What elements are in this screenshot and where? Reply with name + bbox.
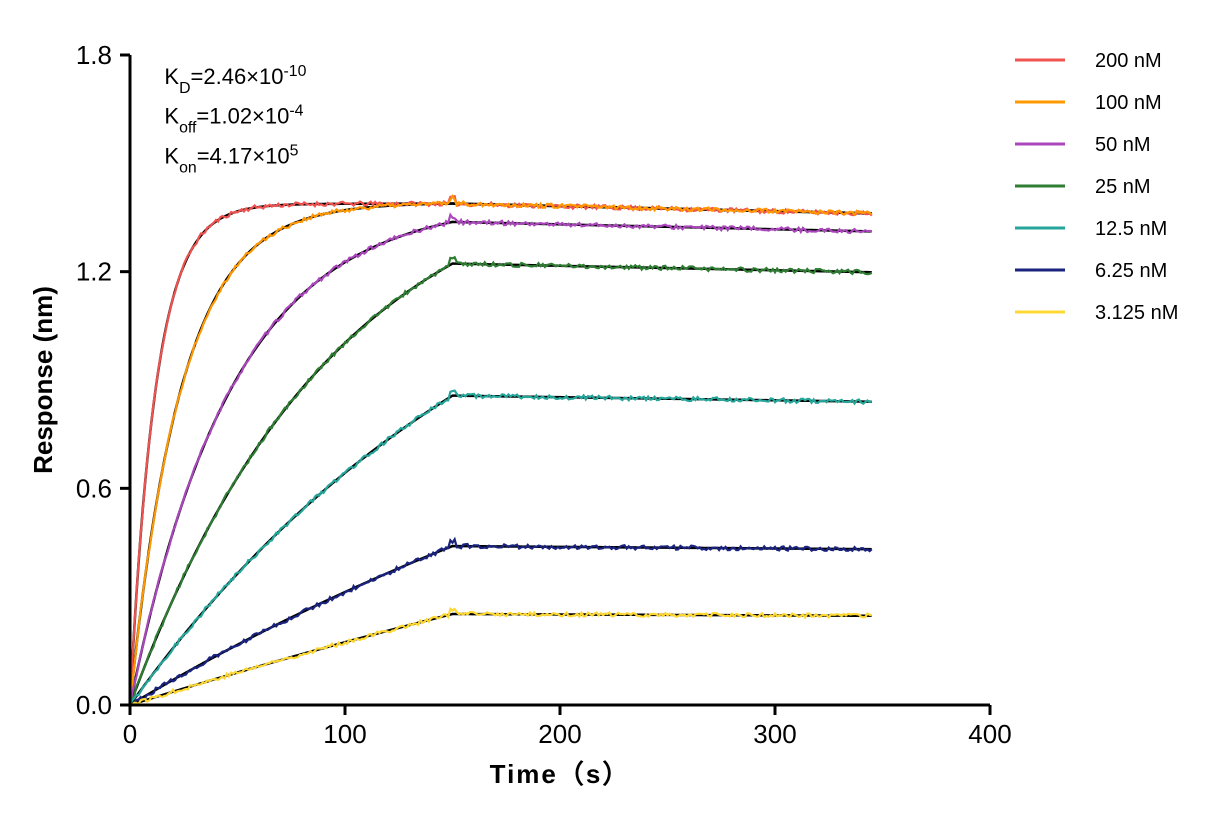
x-tick-label: 400 [968, 719, 1011, 749]
y-tick-label: 0.0 [76, 690, 112, 720]
fit-curve [130, 203, 872, 705]
y-axis-title: Response (nm) [28, 286, 58, 474]
fit-curve [130, 222, 872, 705]
data-curves-group [130, 196, 872, 705]
legend-label: 12.5 nM [1095, 218, 1167, 240]
legend-label: 50 nM [1095, 134, 1151, 156]
legend-label: 25 nM [1095, 176, 1151, 198]
kinetics-annotation: Koff=1.02×10-4 [164, 102, 303, 136]
x-tick-label: 100 [323, 719, 366, 749]
legend-label: 200 nM [1095, 50, 1162, 72]
x-tick-label: 0 [123, 719, 137, 749]
fit-curves-group [130, 203, 872, 705]
chart-container: 0 100 200 300 400 0.0 0.6 1.2 1.8 Time（s） Response… [0, 0, 1231, 825]
data-curve [130, 609, 872, 705]
data-curve [130, 215, 872, 705]
x-axis-title: Time（s） [490, 759, 631, 789]
data-curve [130, 257, 872, 703]
fit-curve [130, 614, 872, 705]
y-tick-label: 1.2 [76, 257, 112, 287]
y-tick-label: 1.8 [76, 40, 112, 70]
kinetics-chart: 0 100 200 300 400 0.0 0.6 1.2 1.8 Time（s） Response… [0, 0, 1231, 825]
legend-label: 6.25 nM [1095, 260, 1167, 282]
legend-label: 100 nM [1095, 92, 1162, 114]
x-tick-label: 300 [753, 719, 796, 749]
legend-group: 200 nM 100 nM 50 nM 25 nM 12.5 nM 6.25 nM 3.12… [1015, 50, 1178, 324]
data-curve [130, 539, 872, 705]
x-tick-label: 200 [538, 719, 581, 749]
fit-curve [130, 264, 872, 705]
legend-label: 3.125 nM [1095, 302, 1178, 324]
y-tick-label: 0.6 [76, 473, 112, 503]
annotations-group: KD=2.46×10-10 Koff=1.02×10-4 Kon=4.17×105 [164, 62, 306, 175]
fit-curve [130, 204, 872, 705]
kinetics-annotation: KD=2.46×10-10 [164, 62, 306, 96]
kinetics-annotation: Kon=4.17×105 [164, 142, 298, 176]
